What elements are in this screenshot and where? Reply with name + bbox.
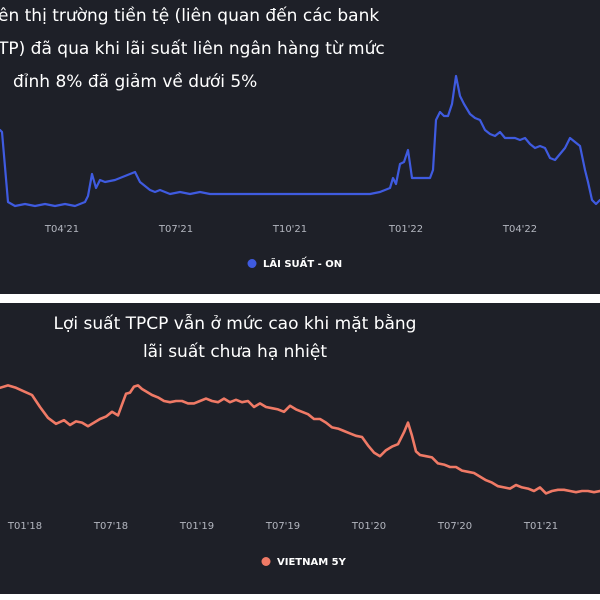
top-chart-title-line-3: đỉnh 8% đã giảm về dưới 5% xyxy=(13,72,258,92)
x-tick-label: T07'19 xyxy=(265,521,300,532)
series-line-1 xyxy=(0,384,600,495)
series-line-0 xyxy=(0,74,600,208)
top-chart-title-line-2: TP) đã qua khi lãi suất liên ngân hàng t… xyxy=(0,39,385,59)
x-tick-label: T01'22 xyxy=(388,224,423,235)
legend-marker xyxy=(247,259,257,268)
x-tick-label: T07'21 xyxy=(158,224,193,235)
legend-label: VIETNAM 5Y xyxy=(277,557,347,568)
x-tick-label: T01'21 xyxy=(523,521,558,532)
bottom-chart-title-line-2: lãi suất chưa hạ nhiệt xyxy=(142,342,328,362)
x-tick-label: T01'20 xyxy=(351,521,386,532)
x-tick-label: T01'19 xyxy=(179,521,214,532)
bottom-chart-panel: Lợi suất TPCP vẫn ở mức cao khi mặt bằng… xyxy=(0,303,600,594)
x-tick-label: T04'21 xyxy=(44,224,79,235)
x-tick-label: T04'22 xyxy=(502,224,537,235)
x-tick-label: T01'18 xyxy=(7,521,42,532)
top-chart-panel: ên thị trường tiền tệ (liên quan đến các… xyxy=(0,0,600,294)
x-tick-label: T07'20 xyxy=(437,521,472,532)
x-tick-label: T10'21 xyxy=(272,224,307,235)
top-line-chart: T04'21 T07'21 T10'21 T01'22 T04'22 LÃI SUẤT -… xyxy=(0,74,600,270)
bottom-line-chart: T01'18 T07'18 T01'19 T07'19 T01'20 T07'20 T01'… xyxy=(0,384,600,568)
bottom-chart-title-line-1: Lợi suất TPCP vẫn ở mức cao khi mặt bằng xyxy=(53,314,417,334)
legend-marker xyxy=(261,557,271,566)
x-tick-label: T07'18 xyxy=(93,521,128,532)
top-chart-title-line-1: ên thị trường tiền tệ (liên quan đến các… xyxy=(0,6,380,26)
legend-label: LÃI SUẤT - ON xyxy=(263,255,342,270)
